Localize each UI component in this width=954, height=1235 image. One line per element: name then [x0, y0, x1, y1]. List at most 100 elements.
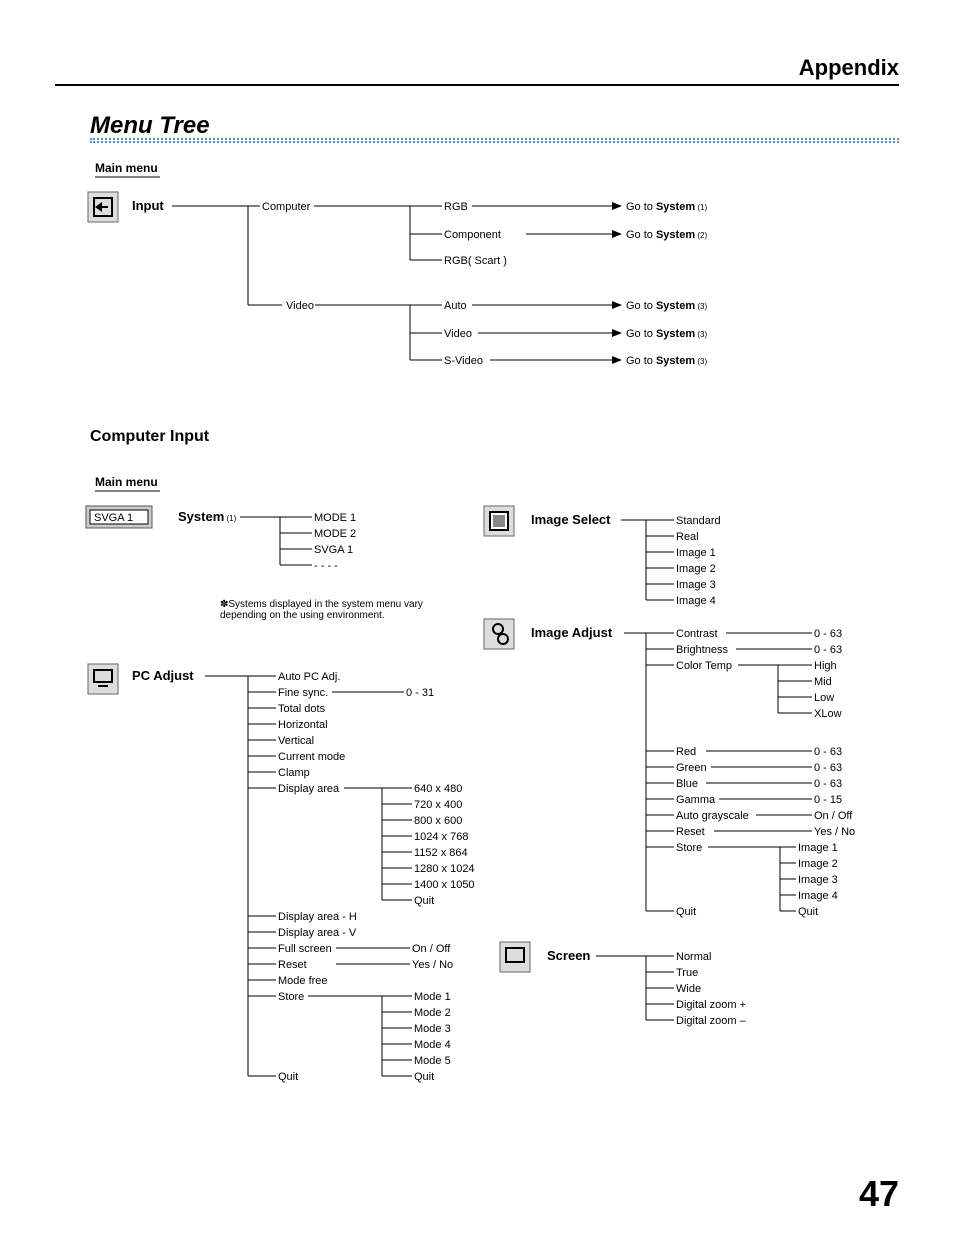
- screen-label: Screen: [547, 948, 590, 963]
- si3: Image 3: [798, 874, 838, 886]
- goto-text: Go to System (3): [626, 300, 707, 312]
- pc-auto: Auto PC Adj.: [278, 671, 340, 683]
- pc-vert: Vertical: [278, 735, 314, 747]
- green: Green: [676, 762, 707, 774]
- m3: Mode 3: [414, 1023, 451, 1035]
- i4: Image 4: [676, 595, 716, 607]
- system-note: ✽Systems displayed in the system menu va…: [220, 599, 460, 621]
- d1280: 1280 x 1024: [414, 863, 475, 875]
- store2: Store: [676, 842, 702, 854]
- d640: 640 x 480: [414, 783, 462, 795]
- si2: Image 2: [798, 858, 838, 870]
- component-label: Component: [444, 229, 501, 241]
- rgb-label: RGB: [444, 201, 468, 213]
- main-menu-label: Main menu: [95, 475, 158, 489]
- main-menu-label: Main menu: [95, 161, 158, 175]
- si4: Image 4: [798, 890, 838, 902]
- gamma: Gamma: [676, 794, 716, 806]
- i2: Image 2: [676, 563, 716, 575]
- normal: Normal: [676, 951, 711, 963]
- m1: Mode 1: [414, 991, 451, 1003]
- rgbscart-label: RGB( Scart ): [444, 255, 507, 267]
- v063c: 0 - 63: [814, 762, 842, 774]
- quit: Quit: [278, 1071, 298, 1083]
- low: Low: [814, 692, 834, 704]
- m2: Mode 2: [414, 1007, 451, 1019]
- m4: Mode 4: [414, 1039, 451, 1051]
- pc-darea: Display area: [278, 783, 340, 795]
- dotted-rule: [90, 141, 899, 143]
- d1024: 1024 x 768: [414, 831, 468, 843]
- svga1: SVGA 1: [314, 544, 353, 556]
- real: Real: [676, 531, 699, 543]
- page-title: Menu Tree: [90, 112, 210, 140]
- d1400: 1400 x 1050: [414, 879, 475, 891]
- wide: Wide: [676, 983, 701, 995]
- video2-label: Video: [444, 328, 472, 340]
- pc-curr: Current mode: [278, 751, 345, 763]
- mode2: MODE 2: [314, 528, 356, 540]
- svideo-label: S-Video: [444, 355, 483, 367]
- quit2: Quit: [676, 906, 696, 918]
- true: True: [676, 967, 698, 979]
- svga-icon-text: SVGA 1: [94, 512, 133, 524]
- imgadj-label: Image Adjust: [531, 625, 613, 640]
- pc-fine-v: 0 - 31: [406, 687, 434, 699]
- blue: Blue: [676, 778, 698, 790]
- red: Red: [676, 746, 696, 758]
- mfree: Mode free: [278, 975, 328, 987]
- yesno: Yes / No: [814, 826, 855, 838]
- i1: Image 1: [676, 547, 716, 559]
- menu-tree-input: Main menu Input Computer RGB Go to Syste…: [80, 150, 880, 410]
- full-v: On / Off: [412, 943, 451, 955]
- dashes: - - - -: [314, 560, 338, 572]
- dzm: Digital zoom –: [676, 1015, 747, 1027]
- d720: 720 x 400: [414, 799, 462, 811]
- video-label: Video: [286, 300, 314, 312]
- goto-text: Go to System (2): [626, 229, 707, 241]
- colortemp: Color Temp: [676, 660, 732, 672]
- pcadjust-label: PC Adjust: [132, 668, 194, 683]
- v063d: 0 - 63: [814, 778, 842, 790]
- v063: 0 - 63: [814, 628, 842, 640]
- menu-tree-left: Main menu SVGA 1 System (1) MODE 1 MODE …: [80, 464, 480, 1104]
- goto-text: Go to System (1): [626, 201, 707, 213]
- auto-label: Auto: [444, 300, 467, 312]
- reset-v: Yes / No: [412, 959, 453, 971]
- m5: Mode 5: [414, 1055, 451, 1067]
- dah: Display area - H: [278, 911, 357, 923]
- high: High: [814, 660, 837, 672]
- pc-clamp: Clamp: [278, 767, 310, 779]
- dav: Display area - V: [278, 927, 357, 939]
- rule: [55, 84, 899, 86]
- v015: 0 - 15: [814, 794, 842, 806]
- mode1: MODE 1: [314, 512, 356, 524]
- full: Full screen: [278, 943, 332, 955]
- autogs: Auto grayscale: [676, 810, 749, 822]
- page: Appendix Menu Tree Main menu Input Compu…: [0, 0, 954, 1235]
- onoff: On / Off: [814, 810, 853, 822]
- d1152: 1152 x 864: [414, 847, 468, 859]
- page-number: 47: [859, 1173, 899, 1215]
- dzp: Digital zoom +: [676, 999, 746, 1011]
- v063b: 0 - 63: [814, 746, 842, 758]
- appendix-heading: Appendix: [799, 55, 899, 81]
- i3: Image 3: [676, 579, 716, 591]
- dotted-rule: [90, 138, 899, 140]
- reset2: Reset: [676, 826, 705, 838]
- pc-fine: Fine sync.: [278, 687, 328, 699]
- dq: Quit: [414, 895, 434, 907]
- system-label: System (1): [178, 509, 237, 524]
- goto-text: Go to System (3): [626, 328, 707, 340]
- xlow: XLow: [814, 708, 842, 720]
- imgsel-label: Image Select: [531, 512, 611, 527]
- computer-label: Computer: [262, 201, 311, 213]
- goto-text: Go to System (3): [626, 355, 707, 367]
- computer-input-heading: Computer Input: [90, 428, 209, 446]
- mid: Mid: [814, 676, 832, 688]
- std: Standard: [676, 515, 721, 527]
- reset: Reset: [278, 959, 307, 971]
- pc-total: Total dots: [278, 703, 326, 715]
- store: Store: [278, 991, 304, 1003]
- pc-horiz: Horizontal: [278, 719, 328, 731]
